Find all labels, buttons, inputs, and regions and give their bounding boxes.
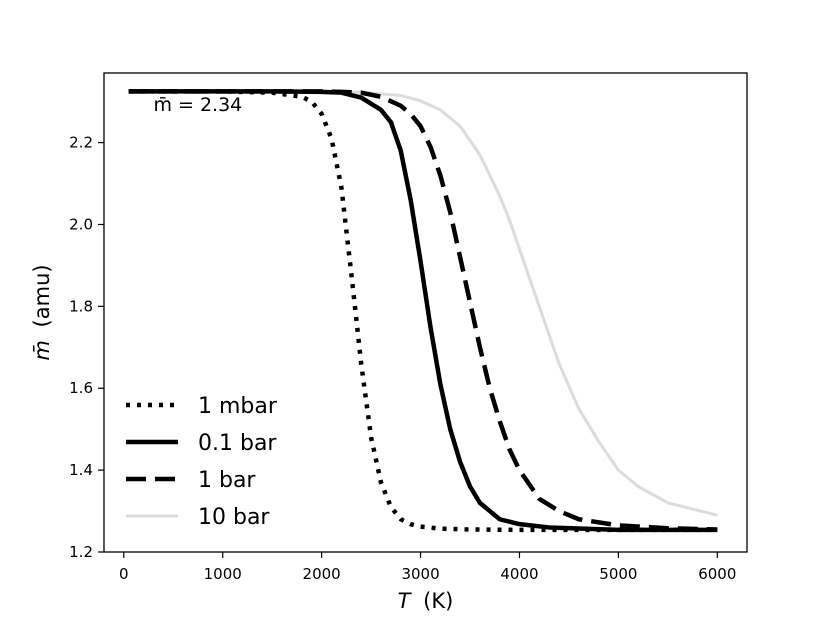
axes: 0 1000 2000 3000 4000 5000 6000 1.2 1.4 1.6 1.8 2.0… [69, 72, 748, 583]
annotation-mean-mass: m̄ = 2.34 [153, 94, 242, 116]
series-line-1-mbar [128, 89, 718, 533]
x-tick-label: 0 [119, 565, 129, 583]
y-tick-label: 1.6 [69, 379, 93, 397]
x-tick-label: 1000 [204, 565, 242, 583]
x-tick-label: 5000 [599, 565, 637, 583]
legend-label-1-mbar: 1 mbar [198, 394, 278, 419]
series-line-0-1-bar [128, 89, 718, 533]
series-line-1-bar [128, 89, 718, 532]
y-tick-label: 2.2 [69, 134, 93, 152]
legend-label-1-bar: 1 bar [198, 468, 256, 493]
y-tick-label: 2.0 [69, 215, 93, 233]
axes-frame [103, 72, 748, 553]
y-tick-label: 1.2 [69, 543, 93, 561]
legend: 1 mbar 0.1 bar 1 bar 10 bar [126, 394, 278, 530]
x-axis-label-variable: T [398, 589, 413, 613]
legend-label-0-1-bar: 0.1 bar [198, 431, 277, 456]
y-tick-label: 1.4 [69, 461, 93, 479]
y-axis-label-variable: m̄ [30, 340, 54, 360]
x-tick-label: 4000 [500, 565, 538, 583]
x-tick-label: 6000 [698, 565, 736, 583]
y-tick-label: 1.8 [69, 297, 93, 315]
y-axis-label-unit: (amu) [30, 264, 54, 327]
series-line-10-bar [128, 89, 718, 517]
plot-area [128, 89, 718, 533]
y-axis-label: m̄ (amu) [30, 264, 54, 360]
legend-label-10-bar: 10 bar [198, 505, 270, 530]
x-axis-label: T (K) [398, 589, 454, 613]
x-tick-label: 2000 [303, 565, 341, 583]
annotation-layer: m̄ = 2.34 [153, 94, 242, 116]
x-axis-label-unit: (K) [423, 589, 453, 613]
x-tick-label: 3000 [401, 565, 439, 583]
axis-labels: T (K) m̄ (amu) [30, 264, 453, 613]
